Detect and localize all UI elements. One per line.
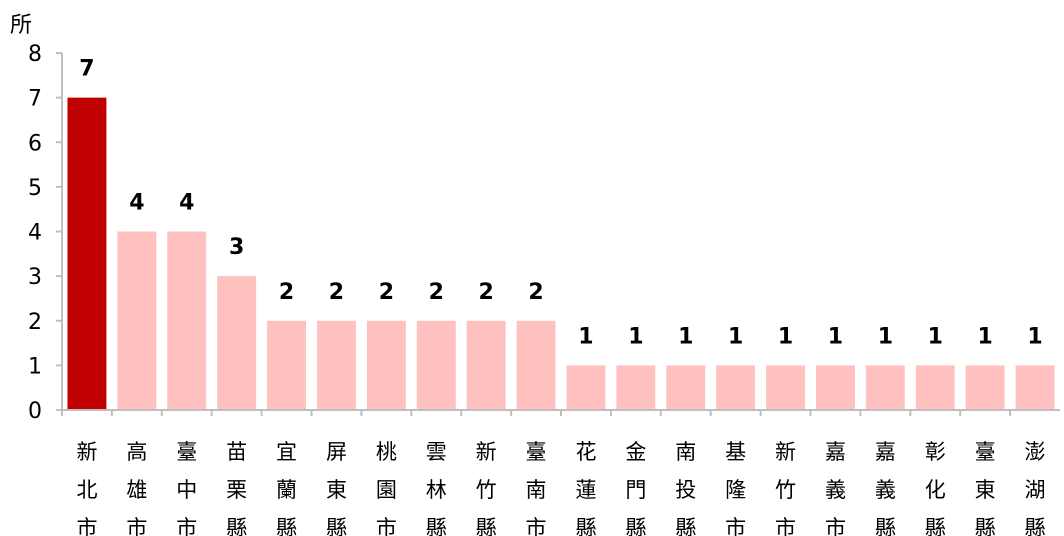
- x-tick-label: 嘉義縣: [875, 440, 896, 536]
- y-tick-label: 8: [28, 42, 42, 67]
- data-label: 2: [329, 280, 344, 305]
- data-label: 1: [628, 324, 643, 349]
- y-axis-unit-label: 所: [10, 13, 32, 38]
- x-tick-label: 花蓮縣: [575, 440, 596, 536]
- x-tick-label: 苗栗縣: [226, 440, 247, 536]
- x-tick-label: 雲林縣: [426, 440, 447, 536]
- y-tick-label: 6: [28, 131, 42, 156]
- data-label: 1: [678, 324, 693, 349]
- bar: [366, 320, 406, 410]
- bar: [217, 276, 257, 410]
- x-tick-label: 屏東縣: [326, 440, 347, 536]
- x-tick-label: 澎湖縣: [1025, 440, 1046, 536]
- bar: [566, 365, 606, 410]
- x-tick-label: 臺東縣: [975, 440, 996, 536]
- x-tick-label: 宜蘭縣: [276, 440, 297, 536]
- y-tick-label: 4: [28, 221, 42, 246]
- bar: [67, 97, 107, 410]
- bar: [267, 320, 307, 410]
- bar: [117, 231, 157, 410]
- data-label: 1: [778, 324, 793, 349]
- y-tick-label: 2: [28, 310, 42, 335]
- x-tick-label: 高雄市: [126, 440, 147, 536]
- data-label: 2: [279, 280, 294, 305]
- bar: [616, 365, 656, 410]
- x-tick-label: 金門縣: [625, 440, 646, 536]
- bar: [516, 320, 556, 410]
- data-label: 1: [928, 324, 943, 349]
- data-label: 3: [229, 235, 244, 260]
- bar: [416, 320, 456, 410]
- y-tick-label: 3: [28, 265, 42, 290]
- axes: [61, 53, 1060, 416]
- bar: [466, 320, 506, 410]
- bar: [766, 365, 806, 410]
- y-tick-label: 1: [28, 354, 42, 379]
- data-label: 1: [977, 324, 992, 349]
- data-label: 1: [878, 324, 893, 349]
- category-labels: 新北市 高雄市 臺中市 苗栗縣 宜蘭縣 屏東縣 桃園市 雲林縣 新竹縣 臺南市 花蓮縣 金門縣 南投縣 基…: [76, 440, 1045, 536]
- x-tick-label: 臺南市: [526, 440, 547, 536]
- x-tick-label: 臺中市: [176, 440, 197, 536]
- data-label: 2: [478, 280, 493, 305]
- y-tick-label: 7: [28, 87, 42, 112]
- x-tick-label: 彰化縣: [925, 440, 946, 536]
- bar: [815, 365, 855, 410]
- bars: [67, 97, 1055, 410]
- bar: [915, 365, 955, 410]
- x-tick-label: 新竹縣: [476, 440, 497, 536]
- y-tick-label: 0: [28, 399, 42, 424]
- data-label: 1: [828, 324, 843, 349]
- bar: [1015, 365, 1055, 410]
- x-tick-label: 南投縣: [675, 440, 696, 536]
- data-label: 1: [728, 324, 743, 349]
- bar: [716, 365, 756, 410]
- data-label: 2: [429, 280, 444, 305]
- bar: [965, 365, 1005, 410]
- data-labels: 7 4 4 3 2 2 2 2 2 2 1 1 1 1 1 1 1 1 1 1: [79, 57, 1042, 350]
- x-tick-label: 嘉義市: [825, 440, 846, 536]
- data-label: 1: [1027, 324, 1042, 349]
- x-tick-label: 基隆市: [725, 440, 746, 536]
- bar: [316, 320, 356, 410]
- bar: [167, 231, 207, 410]
- data-label: 4: [179, 191, 194, 216]
- bar: [666, 365, 706, 410]
- data-label: 2: [528, 280, 543, 305]
- data-label: 2: [379, 280, 394, 305]
- x-tick-label: 新竹市: [775, 440, 796, 536]
- data-label: 4: [129, 191, 144, 216]
- data-label: 1: [578, 324, 593, 349]
- x-tick-label: 桃園市: [376, 440, 397, 536]
- x-tick-label: 新北市: [76, 440, 97, 536]
- data-label: 7: [79, 57, 94, 82]
- y-tick-label: 5: [28, 176, 42, 201]
- bar: [865, 365, 905, 410]
- y-axis: 0 1 2 3 4 5 6 7 8: [28, 42, 62, 424]
